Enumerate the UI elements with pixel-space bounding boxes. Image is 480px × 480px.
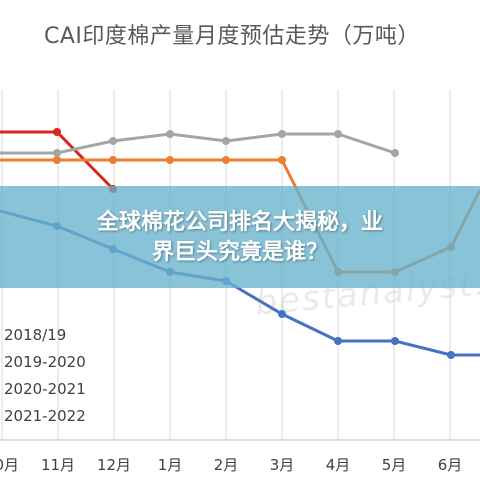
data-point [391,149,399,157]
chart-title: CAI印度棉产量月度预估走势（万吨） [44,24,420,49]
data-point [53,156,61,164]
legend-item-2019-2020: 2019-2020 [4,353,86,371]
x-tick-label: 11月 [41,456,75,474]
data-point [278,310,286,318]
x-tick-label: 1月 [158,456,183,474]
data-point [109,137,117,145]
data-point [278,130,286,138]
data-point [334,337,342,345]
series-line-3 [0,132,396,155]
x-tick-label: 2月 [214,456,239,474]
data-point [334,130,342,138]
x-tick-label: 5月 [382,456,407,474]
data-point [222,156,230,164]
data-point [53,149,61,157]
headline-line-2: 界巨头究竟是谁？ [151,240,328,265]
headline-line-1: 全球棉花公司排名大揭秘，业 [96,210,383,235]
data-point [166,130,174,138]
data-point [278,156,286,164]
headline-banner[interactable] [0,186,480,288]
x-tick-label: 12月 [97,456,131,474]
legend-item-2021-2022: 2021-2022 [4,407,86,425]
x-tick-label: 3月 [270,456,295,474]
data-point [53,128,61,136]
legend-item-2020-2021: 2020-2021 [4,380,86,398]
x-tick-label: 6月 [438,456,463,474]
x-axis: 10月 11月 12月 1月 2月 3月 4月 5月 6月 [0,439,480,474]
legend-item-2018-19: 2018/19 [4,326,67,344]
data-point [222,137,230,145]
headline-text[interactable]: 全球棉花公司排名大揭秘，业 界巨头究竟是谁？ [40,208,440,268]
data-point [391,337,399,345]
data-point [447,351,455,359]
data-point [166,156,174,164]
x-tick-label: 10月 [0,456,19,474]
x-tick-label: 4月 [326,456,351,474]
data-point [109,156,117,164]
